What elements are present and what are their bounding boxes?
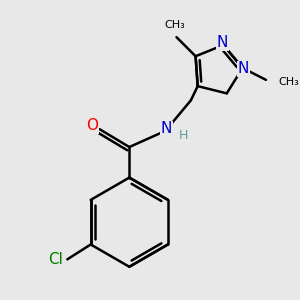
Text: O: O bbox=[86, 118, 98, 133]
Text: N: N bbox=[238, 61, 249, 76]
Text: Cl: Cl bbox=[48, 252, 63, 267]
Text: N: N bbox=[160, 121, 172, 136]
Text: N: N bbox=[217, 35, 228, 50]
Text: CH₃: CH₃ bbox=[279, 77, 299, 87]
Text: H: H bbox=[178, 129, 188, 142]
Text: CH₃: CH₃ bbox=[164, 20, 185, 30]
